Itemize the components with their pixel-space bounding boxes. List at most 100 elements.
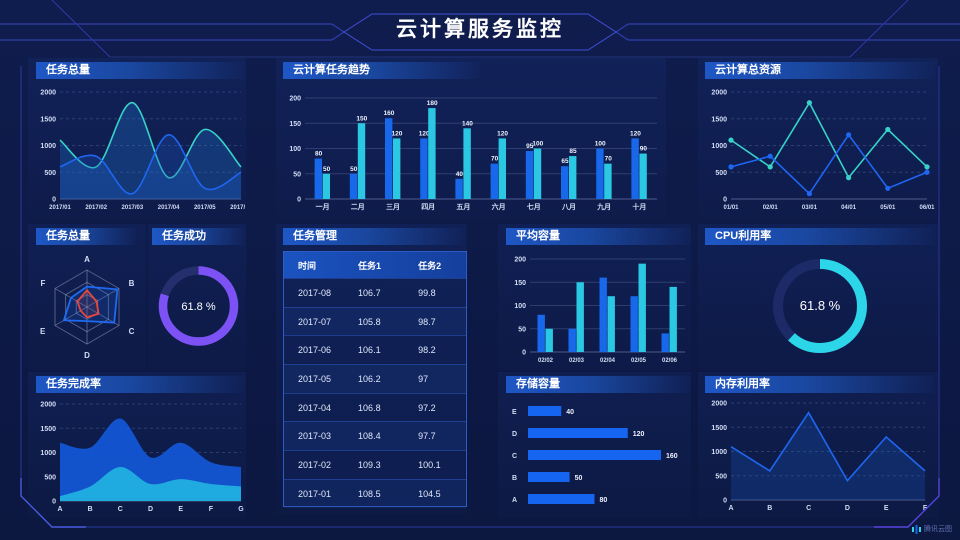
svg-text:150: 150	[356, 115, 367, 122]
storage-capacity-hbar-chart: E 40 D 120 C 160 B 50 A 80	[506, 395, 691, 513]
table-cell: 97	[418, 373, 429, 384]
svg-text:D: D	[512, 431, 517, 438]
table-cell: 106.7	[358, 287, 381, 298]
table-cell: 105.8	[358, 316, 381, 327]
svg-text:200: 200	[289, 96, 301, 103]
table-cell: 97.7	[418, 431, 436, 442]
svg-text:02/02: 02/02	[538, 358, 554, 364]
table-cell: 100.1	[418, 459, 441, 470]
svg-text:2017/03: 2017/03	[122, 205, 144, 211]
watermark: 腾讯云图	[912, 524, 952, 534]
svg-text:61.8 %: 61.8 %	[800, 298, 841, 313]
svg-text:0: 0	[52, 499, 56, 506]
svg-text:100: 100	[289, 146, 301, 153]
table-cell: 2017-01	[298, 488, 332, 499]
panel-task-success: 任务成功 61.8 %	[148, 224, 246, 370]
svg-text:100: 100	[532, 141, 543, 148]
panel-title: CPU利用率	[705, 228, 935, 245]
svg-text:80: 80	[315, 151, 323, 158]
svg-text:2017/04: 2017/04	[158, 205, 180, 211]
table-row: 2017-05 106.2 97	[284, 364, 466, 393]
avg-capacity-bar-chart: 0 50 100 150 200 02/02 02/03 02/04 02/05 02/06	[506, 247, 691, 365]
svg-text:160: 160	[666, 453, 678, 460]
table-cell: 99.8	[418, 287, 436, 298]
svg-text:05/01: 05/01	[880, 205, 896, 211]
table-cell: 109.3	[358, 459, 381, 470]
svg-text:八月: 八月	[561, 203, 576, 211]
svg-text:1000: 1000	[40, 450, 56, 457]
svg-text:80: 80	[600, 497, 608, 504]
svg-text:04/01: 04/01	[841, 205, 857, 211]
panel-title: 云计算总资源	[705, 62, 935, 79]
svg-text:D: D	[845, 505, 850, 512]
svg-text:02/03: 02/03	[569, 358, 585, 364]
table-cell: 2017-03	[298, 431, 332, 442]
svg-text:A: A	[57, 506, 62, 513]
svg-text:0: 0	[723, 498, 727, 505]
table-cell: 106.8	[358, 402, 381, 413]
task-completion-area-chart: 0 500 1000 1500 2000 A B C D E F G	[36, 398, 245, 514]
svg-text:120: 120	[633, 431, 645, 438]
panel-cloud-task-trend: 云计算任务趋势 0 50 100 150 200 一月 二月 三月 四月 五月 六月 七月 八月 九月 十月…	[276, 58, 666, 218]
svg-text:0: 0	[723, 197, 727, 204]
svg-text:100: 100	[514, 303, 526, 310]
table-cell: 98.7	[418, 316, 436, 327]
svg-text:七月: 七月	[527, 202, 541, 211]
table-header-cell: 任务2	[418, 260, 442, 271]
panel-task-management: 任务管理 时间 任务1 任务2 2017-08 106.7 99.8 2017-07 105.…	[276, 224, 467, 514]
svg-text:02/04: 02/04	[600, 358, 616, 364]
task-total-area-chart: 0 500 1000 1500 2000 2017/01 2017/02 2017/03 201…	[36, 84, 252, 212]
svg-text:0: 0	[297, 197, 301, 204]
table-cell: 2017-08	[298, 287, 332, 298]
table-cell: 2017-06	[298, 345, 332, 356]
svg-text:D: D	[148, 506, 153, 513]
panel-cpu-utilization: CPU利用率 61.8 %	[698, 224, 938, 370]
svg-text:2000: 2000	[711, 401, 727, 408]
svg-text:500: 500	[715, 473, 727, 480]
svg-text:三月: 三月	[386, 203, 400, 211]
svg-text:70: 70	[605, 156, 613, 163]
svg-text:50: 50	[293, 171, 301, 178]
svg-text:十月: 十月	[632, 202, 646, 211]
svg-text:B: B	[88, 506, 93, 513]
svg-text:140: 140	[462, 120, 473, 127]
svg-text:E: E	[178, 506, 183, 513]
table-row: 2017-08 106.7 99.8	[284, 278, 466, 307]
memory-utilization-line-chart: 0 500 1000 1500 2000 A B C D E F	[705, 395, 935, 513]
svg-text:2000: 2000	[40, 90, 56, 97]
svg-text:2017/01: 2017/01	[49, 205, 71, 211]
svg-text:40: 40	[456, 171, 464, 178]
svg-text:120: 120	[392, 130, 403, 137]
svg-text:40: 40	[566, 409, 574, 416]
panel-title: 平均容量	[506, 228, 691, 245]
svg-text:1500: 1500	[711, 116, 727, 123]
table-cell: 108.4	[358, 431, 381, 442]
svg-text:E: E	[40, 327, 46, 336]
panel-task-total-radar: 任务总量 A B C D E F	[28, 224, 146, 370]
svg-text:2000: 2000	[40, 402, 56, 409]
svg-text:50: 50	[575, 475, 583, 482]
table-cell: 106.1	[358, 345, 381, 356]
cpu-utilization-donut-chart: 61.8 %	[705, 247, 935, 365]
svg-text:02/06: 02/06	[662, 358, 678, 364]
svg-text:C: C	[806, 505, 811, 512]
svg-text:1500: 1500	[40, 116, 56, 123]
svg-text:C: C	[512, 453, 517, 460]
svg-text:90: 90	[640, 146, 648, 153]
svg-text:150: 150	[289, 121, 301, 128]
svg-text:500: 500	[715, 170, 727, 177]
panel-avg-capacity: 平均容量 0 50 100 150 200 02/02 02/03 02/04 02/05 02/…	[498, 224, 691, 370]
svg-text:2017/06: 2017/06	[230, 205, 245, 211]
table-header-cell: 任务1	[358, 260, 382, 271]
svg-text:1000: 1000	[711, 449, 727, 456]
table-cell: 2017-07	[298, 316, 332, 327]
svg-text:120: 120	[497, 130, 508, 137]
cloud-total-resources-line-chart: 0 500 1000 1500 2000 01/01 02/01 03/01 04/01 05/0…	[705, 84, 935, 212]
svg-text:E: E	[512, 409, 517, 416]
svg-text:02/01: 02/01	[763, 205, 779, 211]
svg-text:500: 500	[44, 474, 56, 481]
svg-text:G: G	[238, 506, 244, 513]
svg-text:120: 120	[630, 130, 641, 137]
panel-cloud-total-resources: 云计算总资源 0 500 1000 1500 2000 01/01 02/01 03/01 04…	[698, 58, 938, 218]
svg-text:70: 70	[491, 156, 499, 163]
